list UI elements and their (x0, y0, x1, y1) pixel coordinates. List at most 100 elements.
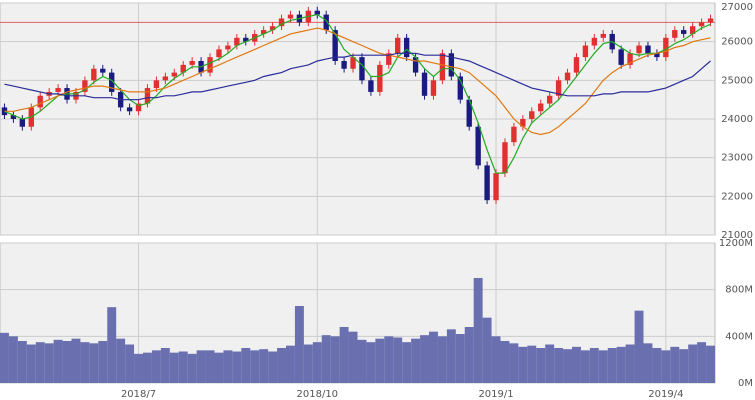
candle-body (654, 53, 660, 58)
candle-body (564, 72, 571, 81)
candle-body (636, 45, 642, 54)
volume-bar (607, 348, 617, 383)
volume-bar (143, 352, 152, 383)
candle-body (439, 53, 446, 81)
candle-body (395, 37, 401, 54)
volume-bar (294, 306, 304, 383)
x-tick-label: 2018/7 (121, 389, 156, 400)
y-tick-label: 22000 (721, 191, 753, 202)
candle-body (91, 68, 97, 81)
candle-body (216, 49, 222, 58)
volume-bar (0, 332, 9, 383)
volume-bar (303, 344, 313, 383)
candle-body (502, 142, 508, 174)
candle-body (475, 126, 481, 166)
volume-bar (482, 317, 492, 383)
candle-body (484, 165, 490, 201)
volume-bar (661, 350, 671, 383)
volume-bar (580, 350, 590, 383)
candle-body (663, 37, 669, 58)
candle-body (278, 18, 285, 27)
volume-bar (339, 327, 349, 383)
candle-body (260, 30, 267, 34)
volume-bar (500, 341, 510, 383)
volume-bar (446, 329, 456, 383)
candle-body (377, 64, 383, 92)
candle-body (171, 72, 177, 77)
candle-body (707, 18, 714, 23)
candle-body (403, 37, 410, 58)
volume-bar (348, 331, 358, 383)
candle-body (225, 45, 231, 50)
volume-bar (625, 344, 635, 383)
volume-bar (670, 346, 680, 383)
volume-bar (71, 338, 81, 383)
moving-average (4, 27, 711, 136)
candle-body (350, 57, 356, 69)
y-tick-label: 24000 (721, 114, 753, 125)
volume-bar (589, 348, 599, 383)
candle-body (511, 126, 517, 143)
candle-body (323, 14, 329, 31)
volume-bar (312, 342, 322, 383)
candle-body (386, 53, 392, 65)
volume-bar (330, 336, 340, 383)
x-tick-label: 2019/1 (478, 389, 513, 400)
volume-bar (223, 350, 233, 383)
volume-bar (697, 342, 707, 383)
volume-bar (98, 341, 108, 383)
volume-bar (357, 339, 367, 383)
y-tick-label: 800M (725, 285, 753, 296)
volume-bar (62, 341, 72, 383)
volume-bar (277, 348, 286, 383)
y-tick-label: 21000 (721, 230, 753, 241)
volume-bar (563, 349, 572, 383)
candle-body (341, 61, 347, 69)
y-tick-label: 1200M (719, 238, 753, 249)
candle-body (591, 37, 598, 46)
y-tick-label: 400M (725, 331, 753, 342)
volume-bar (536, 348, 546, 383)
y-tick-label: 25000 (721, 75, 753, 86)
volume-bar (706, 345, 715, 383)
volume-bar (8, 336, 18, 383)
volume-bar (250, 350, 260, 383)
moving-average (4, 52, 711, 101)
candle-body (645, 45, 651, 54)
volume-bar (107, 307, 117, 383)
volume-bar (259, 349, 269, 383)
candle-body (162, 76, 169, 81)
volume-bar (411, 338, 421, 383)
volume-bar (527, 345, 537, 383)
candle-body (538, 103, 544, 112)
volume-bar (232, 351, 242, 383)
candle-body (681, 30, 687, 34)
volume-bar (205, 350, 215, 383)
candle-body (109, 72, 115, 92)
candle-body (430, 80, 437, 96)
candle-body (19, 119, 26, 127)
candle-body (1, 107, 8, 116)
volume-bar (429, 331, 438, 383)
candle-body (600, 33, 606, 38)
y-tick-label: 0M (738, 378, 753, 389)
candle-body (126, 107, 133, 112)
x-tick-label: 2019/4 (648, 389, 683, 400)
candle-body (287, 14, 294, 19)
volume-bar (134, 353, 143, 383)
volume-bar (572, 346, 581, 383)
candle-body (457, 76, 463, 100)
candle-body (627, 53, 633, 65)
candle-body (689, 26, 696, 34)
candle-body (144, 88, 151, 104)
candle-body (37, 95, 43, 108)
volume-bar (160, 348, 170, 383)
volume-bar (491, 336, 501, 383)
volume-bar (420, 335, 429, 383)
candle-body (100, 68, 106, 73)
candle-body (698, 22, 705, 27)
candle-body (314, 10, 320, 15)
volume-bar (437, 336, 447, 383)
candle-body (153, 80, 160, 89)
